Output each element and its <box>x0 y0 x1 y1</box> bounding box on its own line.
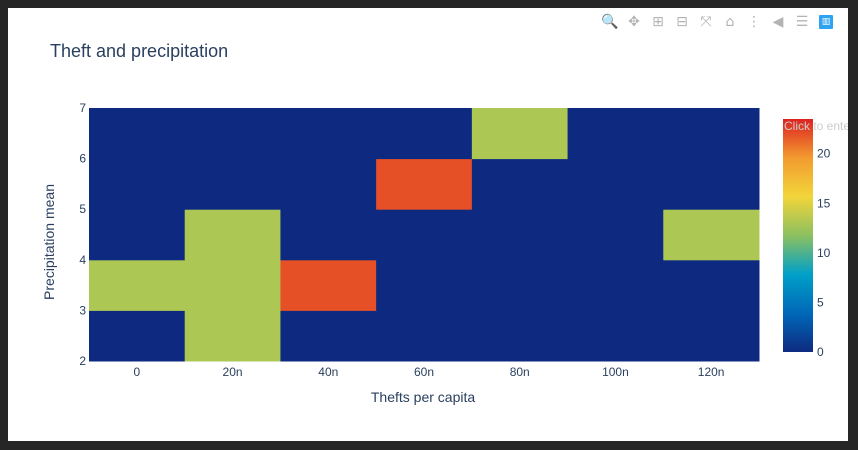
zoom-in-icon[interactable]: ⊞ <box>652 14 664 30</box>
x-tick-label: 120n <box>698 365 725 379</box>
y-axis-ticks: 2 3 4 5 6 7 <box>79 101 86 368</box>
heatmap-cell[interactable] <box>663 310 760 362</box>
chart-title: Theft and precipitation <box>50 41 228 61</box>
heatmap-chart[interactable]: Theft and precipitation 0 20n 40n 60n 80n 100… <box>8 8 848 441</box>
x-tick-label: 20n <box>223 365 243 379</box>
y-tick-label: 3 <box>79 303 86 317</box>
heatmap-cell[interactable] <box>280 209 377 261</box>
colorbar-tick-label: 10 <box>817 246 831 260</box>
heatmap-cell[interactable] <box>663 108 760 160</box>
plotly-logo-icon[interactable]: ▥ <box>814 11 838 33</box>
heatmap-cell[interactable] <box>376 158 473 210</box>
colorbar-title-hint[interactable]: Click to enter <box>784 119 848 133</box>
y-tick-label: 2 <box>79 354 86 368</box>
heatmap-cell[interactable] <box>184 259 281 311</box>
heatmap-cell[interactable] <box>89 209 186 261</box>
colorbar-ticks: 0 5 10 15 20 <box>817 147 831 359</box>
heatmap-cell[interactable] <box>376 209 473 261</box>
colorbar-tick-label: 5 <box>817 295 824 309</box>
home-icon[interactable]: ⌂ <box>725 14 735 30</box>
heatmap-cell[interactable] <box>89 158 186 210</box>
heatmap-cell[interactable] <box>663 209 760 261</box>
heatmap-cell[interactable] <box>89 310 186 362</box>
heatmap-cells <box>89 108 760 362</box>
heatmap-cell[interactable] <box>184 108 281 160</box>
colorbar-tick-label: 15 <box>817 196 831 210</box>
zoom-icon[interactable]: 🔍 <box>601 14 619 30</box>
spike-lines-icon[interactable]: ⋮ <box>747 14 761 30</box>
heatmap-cell[interactable] <box>184 310 281 362</box>
heatmap-cell[interactable] <box>567 108 664 160</box>
plotly-logo-mark: ▥ <box>819 15 833 29</box>
heatmap-cell[interactable] <box>567 158 664 210</box>
heatmap-cell[interactable] <box>280 259 377 311</box>
heatmap-cell[interactable] <box>184 158 281 210</box>
y-tick-label: 6 <box>79 152 86 166</box>
heatmap-cell[interactable] <box>663 259 760 311</box>
heatmap-cell[interactable] <box>89 259 186 311</box>
y-tick-label: 4 <box>79 253 86 267</box>
heatmap-cell[interactable] <box>663 158 760 210</box>
pan-icon[interactable]: ✥ <box>628 14 640 30</box>
x-tick-label: 80n <box>510 365 530 379</box>
x-tick-label: 100n <box>602 365 629 379</box>
y-axis-title: Precipitation mean <box>41 184 57 300</box>
modebar: 🔍 ✥ ⊞ ⊟ ⤧ ⌂ ⋮ ◀ ☰ ▥ <box>598 11 838 33</box>
x-tick-label: 60n <box>414 365 434 379</box>
x-tick-label: 40n <box>318 365 338 379</box>
colorbar <box>783 119 813 352</box>
y-tick-label: 7 <box>79 101 86 115</box>
heatmap-cell[interactable] <box>471 209 569 261</box>
heatmap-cell[interactable] <box>376 259 473 311</box>
heatmap-cell[interactable] <box>376 310 473 362</box>
heatmap-cell[interactable] <box>471 158 569 210</box>
zoom-out-icon[interactable]: ⊟ <box>676 14 688 30</box>
heatmap-cell[interactable] <box>567 259 664 311</box>
hover-closest-icon[interactable]: ◀ <box>772 14 784 30</box>
x-axis-ticks: 0 20n 40n 60n 80n 100n 120n <box>134 365 725 379</box>
autoscale-icon[interactable]: ⤧ <box>700 14 712 30</box>
x-tick-label: 0 <box>134 365 141 379</box>
heatmap-cell[interactable] <box>280 158 377 210</box>
heatmap-cell[interactable] <box>471 259 569 311</box>
heatmap-cell[interactable] <box>567 209 664 261</box>
chart-frame: 🔍 ✥ ⊞ ⊟ ⤧ ⌂ ⋮ ◀ ☰ ▥ Theft and precipitation 0 20n 4… <box>8 8 848 441</box>
heatmap-cell[interactable] <box>567 310 664 362</box>
heatmap-cell[interactable] <box>471 310 569 362</box>
heatmap-cell[interactable] <box>280 108 377 160</box>
heatmap-cell[interactable] <box>184 209 281 261</box>
colorbar-tick-label: 20 <box>817 147 831 161</box>
heatmap-cell[interactable] <box>471 108 569 160</box>
y-tick-label: 5 <box>79 202 86 216</box>
heatmap-cell[interactable] <box>376 108 473 160</box>
heatmap-cell[interactable] <box>89 108 186 160</box>
colorbar-tick-label: 0 <box>817 345 824 359</box>
heatmap-cell[interactable] <box>280 310 377 362</box>
hover-compare-icon[interactable]: ☰ <box>795 14 809 30</box>
x-axis-title: Thefts per capita <box>371 389 475 405</box>
